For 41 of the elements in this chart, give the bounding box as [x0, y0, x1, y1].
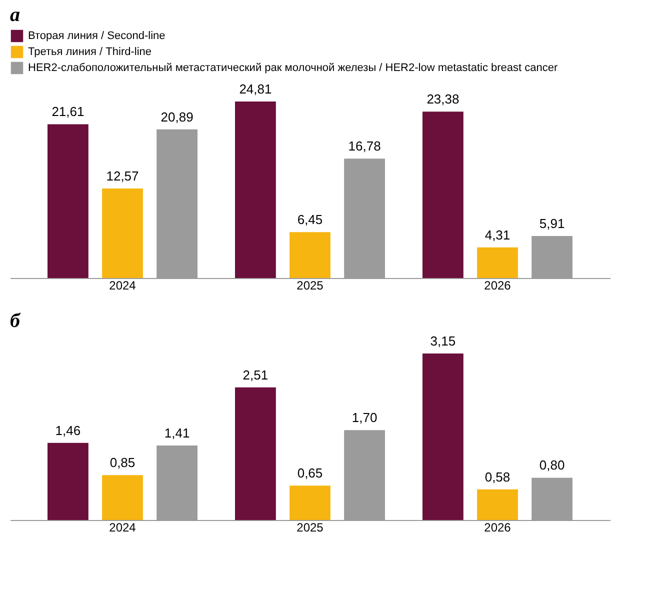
bar [48, 442, 88, 520]
data-label: 0,80 [539, 458, 565, 473]
bar [235, 387, 276, 520]
bar [477, 247, 518, 278]
data-label: 23,38 [426, 92, 460, 107]
data-label: 1,41 [164, 425, 190, 440]
legend-label: HER2-слабоположительный метастатический рак молочной железы / HER2-low metastatic breast cancer [28, 62, 558, 74]
bar [102, 475, 143, 520]
data-label: 20,89 [160, 109, 194, 124]
x-tick-label: 2025 [296, 520, 324, 534]
x-tick-label: 2026 [484, 278, 512, 292]
data-label: 1,46 [55, 422, 81, 438]
chart-title: а [10, 4, 20, 26]
bar [48, 124, 88, 278]
x-tick-label: 2025 [296, 278, 324, 292]
x-tick-label: 2024 [109, 278, 136, 292]
data-label: 1,70 [352, 410, 378, 426]
data-label: 24,81 [239, 81, 272, 96]
data-label: 5,91 [539, 216, 565, 231]
data-label: 0,85 [110, 455, 136, 470]
data-label: 12,57 [106, 168, 139, 184]
legend-label: Третья линия / Third-line [28, 46, 152, 58]
data-label: 21,61 [52, 104, 84, 120]
bar [235, 101, 276, 278]
legend-label: Вторая линия / Second-line [28, 30, 166, 42]
x-tick-label: 2024 [109, 520, 136, 534]
bar [290, 486, 330, 520]
data-label: 2,51 [242, 367, 268, 382]
data-label: 16,78 [348, 138, 381, 154]
chart-title: б [10, 310, 21, 332]
data-label: 0,58 [484, 469, 510, 484]
bar [422, 354, 464, 520]
data-label: 0,65 [297, 466, 323, 481]
bar [290, 232, 330, 278]
data-label: 3,15 [430, 334, 456, 348]
data-label: 6,45 [297, 212, 323, 228]
bar [477, 489, 518, 520]
x-tick-label: 2026 [484, 520, 512, 534]
bar [102, 188, 143, 278]
bar [422, 112, 464, 278]
data-label: 4,31 [484, 227, 510, 242]
